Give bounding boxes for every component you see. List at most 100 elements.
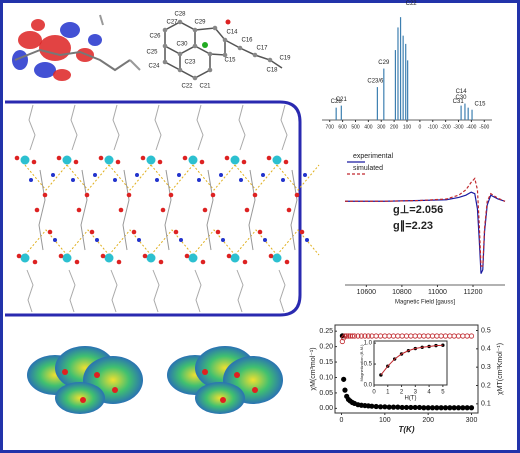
nitrogen	[281, 178, 285, 182]
oxygen	[184, 253, 190, 259]
oxygen	[286, 207, 292, 213]
data-point	[451, 405, 457, 411]
nitrogen	[197, 178, 201, 182]
x-tick-label: -500	[479, 124, 489, 130]
orbital-lobe	[18, 31, 42, 49]
orbital-lobe	[39, 35, 71, 61]
y-tick-label: 0.15	[319, 359, 333, 366]
atom-label: C30	[176, 42, 188, 48]
atom	[222, 37, 228, 43]
ligand	[194, 104, 204, 313]
orbital-lobe	[12, 50, 28, 70]
nitrogen	[155, 178, 159, 182]
data-point	[438, 405, 444, 411]
h-bond	[66, 164, 110, 256]
legend-label: experimental	[353, 153, 394, 160]
oxygen	[299, 229, 305, 235]
x-tick-label: 100	[403, 124, 412, 130]
metal	[230, 155, 240, 165]
y-tick-label: 0.10	[319, 374, 333, 381]
data-point	[362, 333, 368, 339]
oxygen	[76, 207, 82, 213]
orbital-lobe	[34, 62, 56, 78]
peak-label: C22	[406, 1, 418, 7]
data-point	[425, 405, 431, 411]
data-point	[399, 404, 405, 411]
contact-spot	[80, 397, 86, 403]
atom	[252, 52, 258, 58]
oxygen	[56, 155, 62, 161]
atom	[192, 27, 198, 33]
oxygen	[242, 259, 248, 265]
g-value: g∥=2.23	[393, 220, 433, 232]
h-bond	[276, 164, 320, 256]
contact-spot	[234, 372, 240, 378]
oxygen	[224, 155, 230, 161]
data-point	[408, 404, 414, 411]
x-axis-label: T(K)	[399, 425, 415, 434]
data-point	[365, 333, 371, 339]
metal	[188, 155, 198, 165]
chain	[290, 169, 298, 251]
data-point	[341, 376, 347, 382]
metal	[20, 155, 30, 165]
orbital-lobe	[53, 69, 71, 81]
data-point	[429, 405, 436, 411]
oxygen	[160, 207, 166, 213]
surface	[195, 382, 245, 414]
peak-label: C28	[331, 99, 343, 105]
contact-spot	[94, 372, 100, 378]
data-point	[382, 404, 388, 410]
oxygen	[74, 259, 80, 265]
nitrogen	[113, 178, 117, 182]
oxygen	[115, 159, 121, 165]
x-tick-label: 0	[340, 417, 344, 424]
ligand	[152, 104, 162, 313]
nitrogen	[51, 173, 55, 177]
metal	[146, 155, 156, 165]
spectrum-line	[345, 177, 506, 267]
atom	[207, 67, 213, 73]
surface	[55, 382, 105, 414]
data-point	[355, 333, 361, 339]
h-bond	[234, 164, 278, 256]
nitrogen	[93, 173, 97, 177]
atom	[162, 43, 168, 49]
data-point	[455, 405, 462, 411]
atom	[267, 57, 273, 63]
nitrogen	[261, 173, 265, 177]
data-point	[416, 404, 423, 411]
nitrogen	[137, 238, 141, 242]
oxygen	[244, 207, 250, 213]
atom-label: C18	[266, 68, 278, 74]
x-tick-label: 3	[414, 390, 418, 396]
data-point	[351, 333, 358, 339]
peak-label: C23/6	[367, 79, 384, 85]
bond	[14, 48, 131, 72]
peak-label: C31	[453, 99, 465, 105]
x-tick-label: 500	[351, 124, 360, 130]
oxygen	[31, 159, 37, 165]
h-bond	[192, 164, 236, 256]
data-point	[342, 333, 348, 339]
y-axis-label: Magnetization (B.M.)	[359, 344, 364, 382]
oxygen	[182, 155, 188, 161]
metal	[62, 253, 72, 263]
oxygen	[100, 253, 106, 259]
data-point	[377, 404, 384, 410]
oxygen	[158, 259, 164, 265]
ligand	[68, 104, 78, 313]
data-point	[373, 403, 379, 410]
contact-spot	[252, 387, 258, 393]
atom	[212, 25, 218, 31]
h-bond	[150, 164, 194, 256]
contact-spot	[112, 387, 118, 393]
x-tick-label: 400	[364, 124, 373, 130]
chain	[38, 169, 46, 251]
x-tick-label: -100	[428, 124, 438, 130]
y-axis-label: χM(cm³mol⁻¹)	[310, 347, 317, 390]
contact-spot	[220, 397, 226, 403]
x-tick-label: 0	[372, 390, 376, 396]
oxygen	[73, 159, 79, 165]
